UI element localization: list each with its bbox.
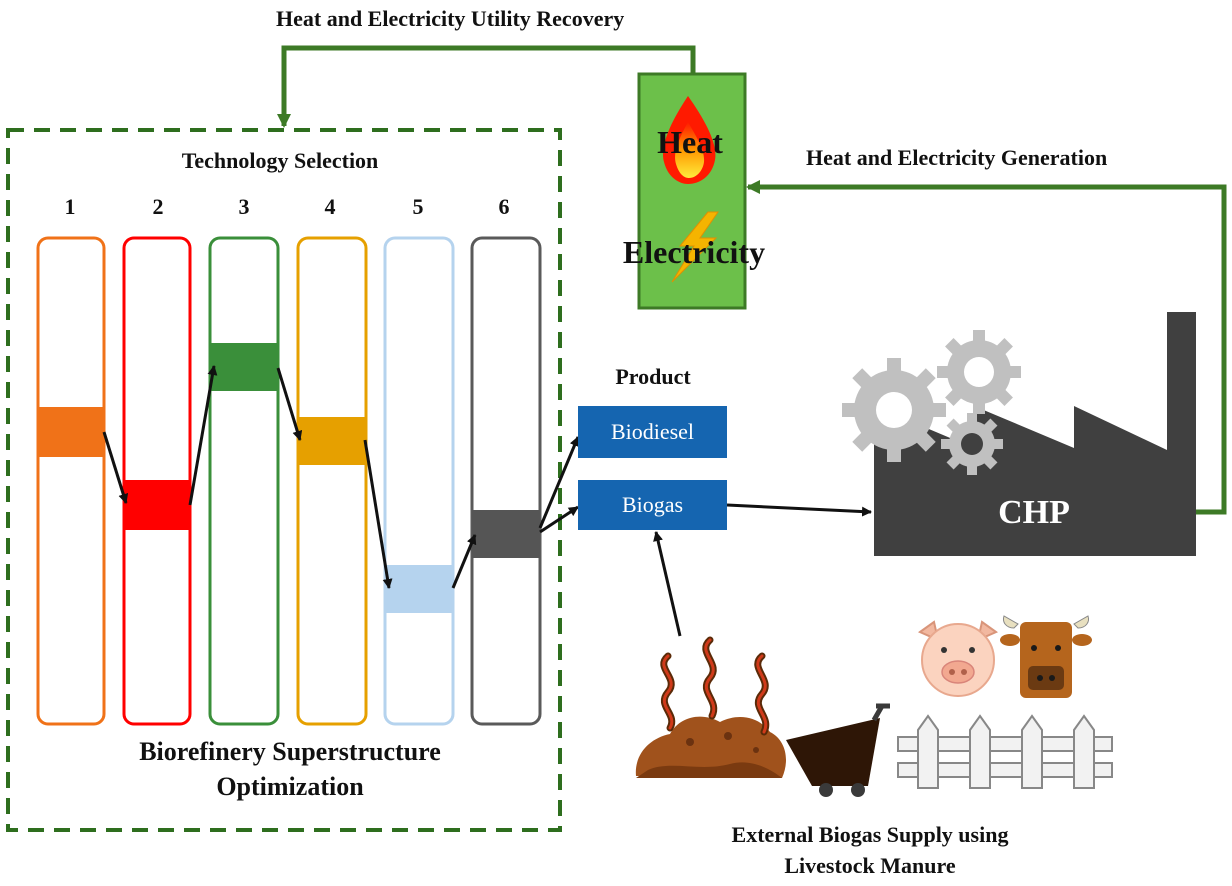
selected-tech-6 bbox=[472, 510, 540, 558]
superstructure-footer-line2: Optimization bbox=[216, 772, 364, 801]
column-number-4: 4 bbox=[324, 194, 336, 219]
technology-selection-title: Technology Selection bbox=[181, 148, 379, 173]
product-box-biodiesel: Biodiesel bbox=[578, 406, 727, 458]
lightning-icon bbox=[671, 211, 719, 283]
column-number-6: 6 bbox=[498, 194, 510, 219]
column-6 bbox=[470, 236, 542, 726]
generation-label: Heat and Electricity Generation bbox=[806, 145, 1108, 170]
column-number-3: 3 bbox=[238, 194, 250, 219]
column-3 bbox=[208, 236, 280, 726]
product-title: Product bbox=[615, 364, 691, 389]
wheelbarrow-icon bbox=[786, 703, 890, 797]
superstructure-footer-line1: Biorefinery Superstructure bbox=[139, 737, 441, 766]
gear-icon bbox=[941, 413, 1003, 475]
cow-icon bbox=[1000, 615, 1092, 698]
product-box-biogas: Biogas bbox=[578, 480, 727, 530]
external-supply-line2: Livestock Manure bbox=[784, 853, 956, 878]
column-number-2: 2 bbox=[152, 194, 164, 219]
technology-columns bbox=[36, 236, 542, 726]
manure-icon bbox=[635, 716, 786, 778]
odor-icon bbox=[662, 638, 768, 734]
chp-label: CHP bbox=[998, 494, 1070, 531]
superstructure-frame bbox=[6, 128, 562, 832]
electricity-label: Electricity bbox=[622, 234, 766, 270]
column-number-5: 5 bbox=[412, 194, 424, 219]
flame-icon bbox=[663, 96, 716, 184]
fence-icon bbox=[897, 714, 1113, 789]
gear-icon bbox=[937, 330, 1021, 414]
column-number-1: 1 bbox=[64, 194, 76, 219]
pig-icon bbox=[917, 620, 999, 697]
selected-tech-4 bbox=[298, 417, 366, 465]
selected-tech-2 bbox=[124, 480, 190, 530]
column-1 bbox=[36, 236, 106, 726]
selected-tech-3 bbox=[210, 343, 278, 391]
selection-path bbox=[102, 365, 872, 637]
generation-arrow bbox=[746, 180, 1227, 515]
selected-tech-5 bbox=[385, 565, 453, 613]
gear-icon bbox=[842, 358, 946, 462]
utility-flow bbox=[277, 45, 1227, 515]
recovery-arrow bbox=[277, 45, 696, 128]
chp-factory bbox=[842, 312, 1196, 556]
heat-label: Heat bbox=[657, 124, 723, 160]
odor-icon bbox=[660, 636, 770, 736]
external-supply-line1: External Biogas Supply using bbox=[731, 822, 1009, 847]
column-4 bbox=[296, 236, 368, 726]
column-5 bbox=[383, 236, 455, 726]
recovery-label: Heat and Electricity Utility Recovery bbox=[276, 6, 625, 31]
selected-tech-1 bbox=[38, 407, 104, 457]
